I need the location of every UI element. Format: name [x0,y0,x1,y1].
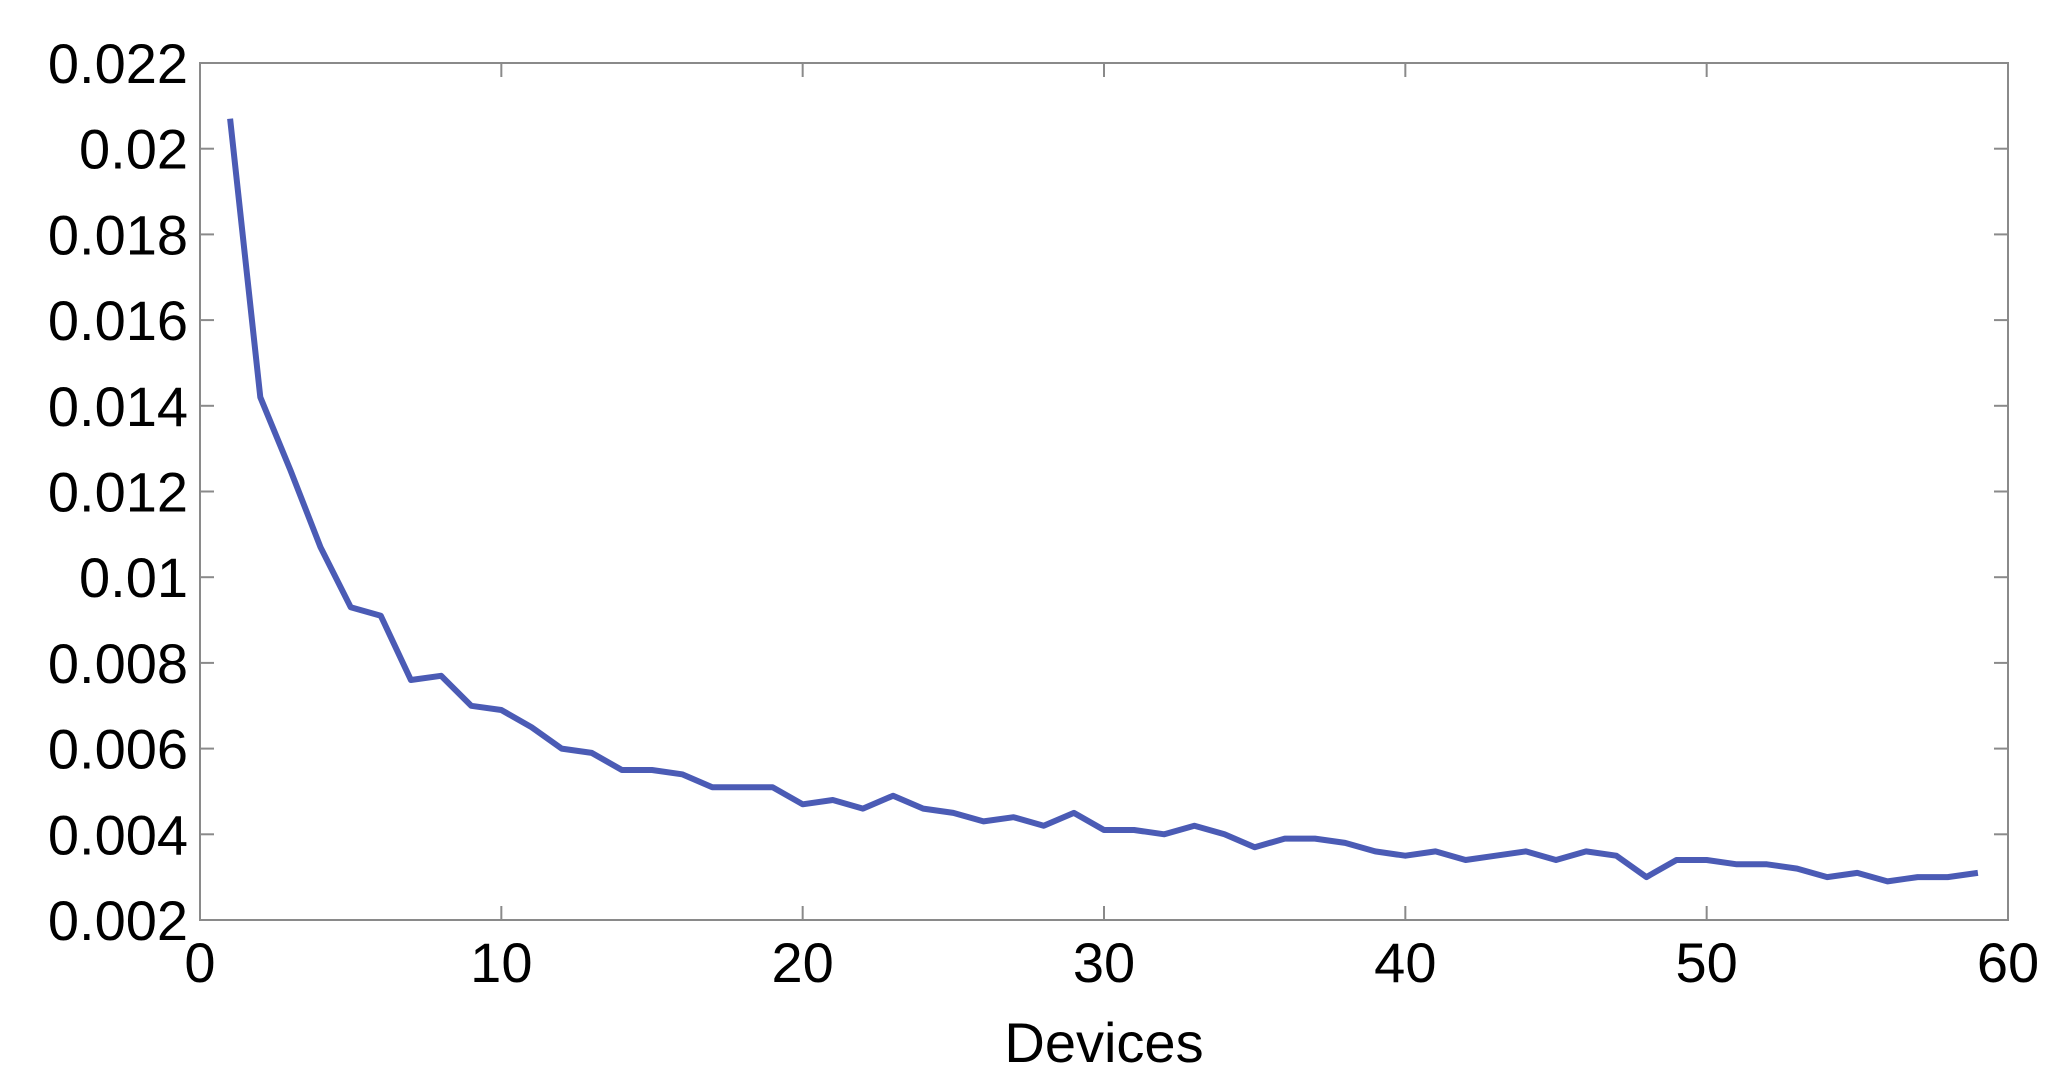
y-axis-ticks: 0.002 0.004 0.006 0.008 0.01 0.012 0.014 0.016 0… [48,32,2008,952]
x-tick-label: 20 [772,931,834,994]
y-tick-label: 0.022 [48,32,188,95]
y-tick-label: 0.01 [79,546,188,609]
x-tick-label: 30 [1073,931,1135,994]
x-tick-label: 50 [1676,931,1738,994]
y-tick-label: 0.002 [48,889,188,952]
x-tick-label: 60 [1977,931,2039,994]
plot-area-frame [199,62,2009,921]
y-tick-label: 0.004 [48,803,188,866]
y-tick-label: 0.014 [48,375,188,438]
x-axis-ticks: 0 10 20 30 40 50 60 [184,63,2039,994]
y-tick-label: 0.008 [48,632,188,695]
y-tick-label: 0.016 [48,289,188,352]
x-tick-label: 0 [184,931,215,994]
x-tick-label: 40 [1374,931,1436,994]
y-tick-label: 0.018 [48,203,188,266]
series-line [227,118,1979,885]
y-tick-label: 0.012 [48,461,188,524]
series-group [227,118,1979,885]
y-tick-label: 0.02 [79,118,188,181]
x-tick-label: 10 [470,931,532,994]
x-axis-title: Devices [1004,1011,1203,1074]
y-tick-label: 0.006 [48,718,188,781]
